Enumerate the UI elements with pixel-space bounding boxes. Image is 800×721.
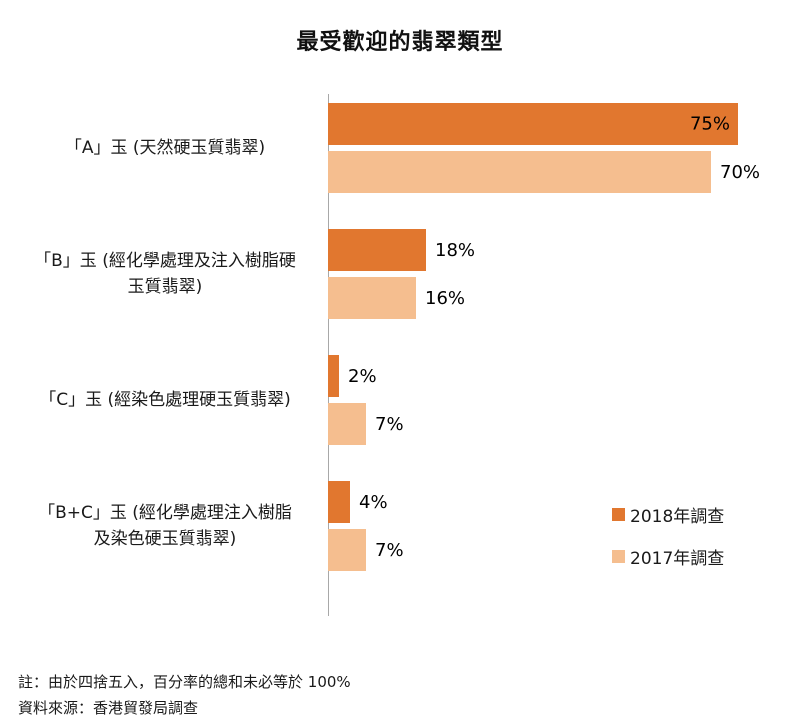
bar-chart: 「A」玉 (天然硬玉質翡翠) 75% 70% 「B」玉 (經化學處理及注入樹脂硬 玉質… — [0, 94, 800, 618]
bar-row: 75% — [328, 103, 760, 145]
bar-2018: 75% — [328, 103, 738, 145]
bar-group: 「C」玉 (經染色處理硬玉質翡翠) 2% 7% — [0, 355, 800, 445]
bar-pair: 4% 7% — [328, 481, 404, 571]
bar-group: 「B」玉 (經化學處理及注入樹脂硬 玉質翡翠) 18% 16% — [0, 229, 800, 319]
legend-item: 2018年調查 — [612, 502, 724, 527]
bar-2017 — [328, 151, 711, 193]
bar-2018 — [328, 355, 339, 397]
legend-label: 2017年調查 — [630, 544, 724, 569]
bar-row: 70% — [328, 151, 760, 193]
bar-row: 4% — [328, 481, 404, 523]
bar-row: 7% — [328, 403, 404, 445]
chart-title: 最受歡迎的翡翠類型 — [0, 24, 800, 56]
legend-label: 2018年調查 — [630, 502, 724, 527]
legend-item: 2017年調查 — [612, 544, 724, 569]
chart-note: 註：由於四捨五入，百分率的總和未必等於 100% — [18, 670, 351, 696]
bar-row: 18% — [328, 229, 475, 271]
value-label: 4% — [359, 492, 388, 513]
bar-2017 — [328, 403, 366, 445]
category-label: 「B+C」玉 (經化學處理注入樹脂 及染色硬玉質翡翠) — [0, 500, 328, 553]
value-label: 16% — [425, 288, 465, 309]
bar-2017 — [328, 277, 416, 319]
value-label: 7% — [375, 540, 404, 561]
bar-2018 — [328, 481, 350, 523]
bar-2017 — [328, 529, 366, 571]
value-label: 70% — [720, 162, 760, 183]
bar-row: 2% — [328, 355, 404, 397]
value-label: 7% — [375, 414, 404, 435]
chart-rows: 「A」玉 (天然硬玉質翡翠) 75% 70% 「B」玉 (經化學處理及注入樹脂硬 玉質… — [0, 94, 800, 571]
value-label: 75% — [690, 114, 730, 135]
bar-pair: 18% 16% — [328, 229, 475, 319]
bar-pair: 2% 7% — [328, 355, 404, 445]
legend-swatch-icon — [612, 508, 625, 521]
legend-swatch-icon — [612, 550, 625, 563]
bar-row: 7% — [328, 529, 404, 571]
legend: 2018年調查 2017年調查 — [612, 502, 724, 586]
chart-page: 最受歡迎的翡翠類型 「A」玉 (天然硬玉質翡翠) 75% 70% 「B」玉 (經化學處… — [0, 24, 800, 618]
value-label: 18% — [435, 240, 475, 261]
bar-row: 16% — [328, 277, 475, 319]
category-label: 「A」玉 (天然硬玉質翡翠) — [0, 135, 328, 161]
chart-source: 資料來源：香港貿發局調查 — [18, 696, 351, 721]
bar-2018 — [328, 229, 426, 271]
bar-pair: 75% 70% — [328, 103, 760, 193]
value-label: 2% — [348, 366, 377, 387]
bar-group: 「A」玉 (天然硬玉質翡翠) 75% 70% — [0, 103, 800, 193]
category-label: 「C」玉 (經染色處理硬玉質翡翠) — [0, 387, 328, 413]
category-label: 「B」玉 (經化學處理及注入樹脂硬 玉質翡翠) — [0, 248, 328, 301]
